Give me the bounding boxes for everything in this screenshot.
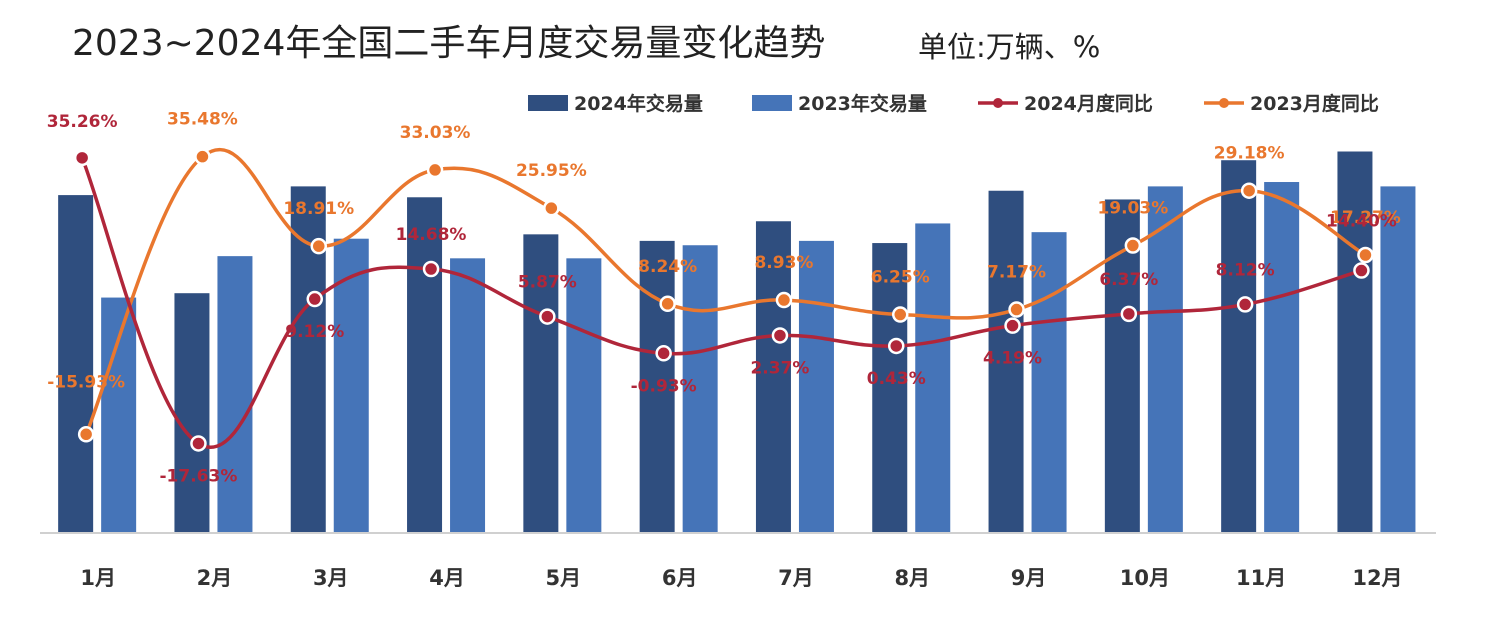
legend-marker (1219, 98, 1229, 108)
x-tick-label: 9月 (1011, 566, 1047, 590)
legend-label: 2023年交易量 (798, 92, 927, 115)
chart-title: 2023~2024年全国二手车月度交易量变化趋势 (72, 23, 826, 64)
legend-swatch (752, 95, 792, 111)
yoy-2024-data-label: 5.87% (518, 273, 577, 293)
yoy-2023-point (1357, 246, 1374, 264)
yoy-2024-point (306, 290, 323, 308)
yoy-2023-data-label: 6.25% (871, 268, 930, 288)
yoy-2024-data-label: -0.93% (631, 376, 697, 396)
bar-2024-7 (755, 221, 791, 533)
x-tick-label: 10月 (1120, 566, 1170, 590)
yoy-2023-data-label: 33.03% (400, 123, 471, 143)
yoy-2023-point (194, 148, 211, 165)
yoy-2023-data-label: 35.48% (167, 110, 238, 130)
yoy-2024-point (1004, 317, 1021, 334)
yoy-2023-point (775, 291, 793, 309)
yoy-2023-data-label: 8.93% (754, 253, 813, 273)
legend-label: 2024年交易量 (574, 92, 703, 115)
bar-2024-1 (58, 195, 94, 533)
yoy-2024-point (771, 327, 789, 344)
yoy-2023-point (310, 237, 327, 255)
x-tick-label: 2月 (197, 566, 233, 590)
bar-2023-4 (450, 258, 486, 533)
x-tick-label: 1月 (80, 566, 116, 590)
bar-2024-8 (872, 243, 908, 533)
yoy-2023-data-label: 18.91% (283, 199, 354, 219)
x-tick-label: 4月 (429, 566, 465, 590)
yoy-2023-data-label: -15.93% (47, 372, 125, 392)
legend-swatch (528, 95, 568, 111)
yoy-2023-point (892, 306, 909, 323)
bar-2023-8 (915, 223, 951, 533)
yoy-2023-data-label: 29.18% (1214, 144, 1285, 164)
bar-2024-5 (523, 234, 559, 533)
legend-label: 2024月度同比 (1024, 92, 1153, 115)
yoy-2024-point (1120, 305, 1138, 323)
yoy-2023-point (1240, 182, 1258, 199)
yoy-2023-data-label: 25.95% (516, 161, 587, 181)
x-tick-label: 6月 (662, 566, 698, 590)
bar-2024-2 (174, 293, 210, 533)
x-tick-label: 7月 (778, 566, 814, 590)
yoy-2024-point (1236, 296, 1254, 313)
yoy-2024-data-label: 0.43% (867, 369, 926, 389)
x-tick-label: 8月 (894, 566, 930, 590)
bar-2023-2 (217, 256, 253, 533)
yoy-2023-data-label: 19.03% (1097, 199, 1168, 219)
bar-2023-11 (1264, 182, 1300, 533)
bar-2024-12 (1337, 151, 1373, 533)
yoy-2023-point (543, 199, 560, 217)
yoy-2024-point (422, 260, 440, 278)
yoy-2024-data-label: 6.37% (1099, 270, 1158, 290)
bar-2023-5 (566, 258, 602, 533)
yoy-2023-data-label: 8.24% (638, 257, 697, 277)
yoy-2023-point (426, 161, 444, 179)
bar-2023-6 (682, 245, 718, 534)
yoy-2024-data-label: 14.68% (396, 225, 467, 245)
bar-2023-9 (1031, 232, 1067, 533)
x-tick-label: 3月 (313, 566, 349, 590)
yoy-2024-point (190, 435, 207, 452)
x-tick-label: 11月 (1236, 566, 1286, 590)
x-tick-label: 5月 (546, 566, 582, 590)
yoy-2023-point (1008, 301, 1025, 318)
bar-2023-3 (333, 238, 369, 533)
yoy-2024-data-label: 35.26% (47, 112, 118, 132)
yoy-2024-data-label: 9.12% (285, 322, 344, 342)
bar-2023-10 (1147, 186, 1183, 533)
yoy-2023-point (659, 295, 676, 313)
yoy-2024-data-label: 14.40% (1326, 212, 1397, 232)
bar-2024-10 (1104, 199, 1140, 533)
bar-2024-11 (1221, 160, 1257, 533)
yoy-2023-point (77, 426, 95, 443)
yoy-2023-data-label: 17.27% (1330, 208, 1401, 228)
bar-2024-4 (407, 197, 443, 533)
yoy-2024-data-label: 4.19% (983, 349, 1042, 369)
legend-marker (993, 98, 1003, 108)
yoy-2024-data-label: -17.63% (160, 466, 238, 486)
yoy-2024-data-label: 2.37% (750, 358, 809, 378)
yoy-2024-data-label: 8.12% (1216, 260, 1275, 280)
x-tick-label: 12月 (1352, 566, 1402, 590)
yoy-2024-point (888, 337, 905, 355)
yoy-2024-point (1353, 262, 1370, 279)
bar-2023-7 (798, 240, 834, 533)
yoy-2024-point (73, 149, 91, 167)
bar-2023-12 (1380, 186, 1416, 533)
yoy-2023-point (1124, 237, 1142, 254)
yoy-2023-data-label: 7.17% (987, 263, 1046, 283)
bar-2024-9 (988, 190, 1024, 534)
yoy-2024-point (539, 308, 556, 325)
bar-2023-1 (101, 297, 137, 533)
bar-2024-6 (639, 240, 675, 533)
legend-label: 2023月度同比 (1250, 92, 1379, 115)
yoy-2024-point (655, 345, 672, 362)
unit-label: 单位:万辆、% (918, 30, 1101, 64)
